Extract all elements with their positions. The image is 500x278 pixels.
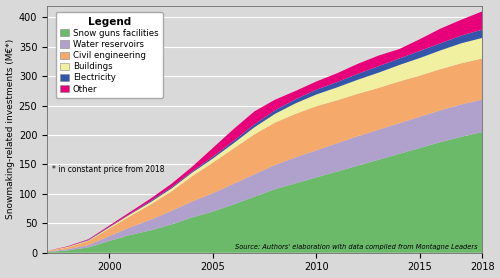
Text: Source: Authors' elaboration with data compiled from Montagne Leaders: Source: Authors' elaboration with data c… [235,244,478,250]
Legend: Snow guns facilities, Water reservoirs, Civil engineering, Buildings, Electricit: Snow guns facilities, Water reservoirs, … [56,12,163,98]
Y-axis label: Snowmaking-related investments (M€*): Snowmaking-related investments (M€*) [6,39,15,219]
Text: * in constant price from 2018: * in constant price from 2018 [52,165,165,174]
